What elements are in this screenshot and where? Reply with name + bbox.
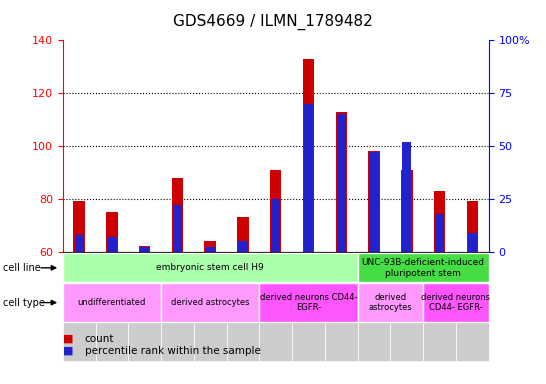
Text: GDS4669 / ILMN_1789482: GDS4669 / ILMN_1789482	[173, 13, 373, 30]
Text: UNC-93B-deficient-induced
pluripotent stem: UNC-93B-deficient-induced pluripotent st…	[361, 258, 485, 278]
Bar	[238, 217, 249, 252]
Text: ■: ■	[63, 334, 73, 344]
Bar	[435, 214, 444, 252]
Bar	[423, 252, 456, 361]
Bar	[139, 246, 151, 252]
Bar	[106, 212, 118, 252]
Bar	[171, 177, 183, 252]
Bar	[206, 247, 215, 252]
Bar	[358, 283, 423, 322]
Bar	[423, 283, 489, 322]
Bar	[259, 252, 292, 361]
Bar	[140, 247, 149, 252]
Bar	[456, 252, 489, 361]
Bar	[466, 201, 478, 252]
Bar	[128, 252, 161, 361]
Bar	[227, 252, 259, 361]
Bar	[302, 59, 314, 252]
Bar	[204, 241, 216, 252]
Text: derived astrocytes: derived astrocytes	[171, 298, 250, 307]
Bar	[73, 201, 85, 252]
Bar	[173, 205, 182, 252]
Bar	[96, 252, 128, 361]
Bar	[390, 252, 423, 361]
Text: derived neurons CD44-
EGFR-: derived neurons CD44- EGFR-	[260, 293, 357, 312]
Text: undifferentiated: undifferentiated	[78, 298, 146, 307]
Text: cell type: cell type	[3, 298, 45, 308]
Bar	[292, 252, 325, 361]
Bar	[468, 232, 477, 252]
Bar	[63, 252, 96, 361]
Bar	[337, 114, 346, 252]
Text: ■: ■	[63, 346, 73, 356]
Bar	[402, 142, 411, 252]
Bar	[270, 170, 282, 252]
Bar	[161, 283, 259, 322]
Bar	[358, 253, 489, 282]
Bar	[325, 252, 358, 361]
Bar	[194, 252, 227, 361]
Bar	[75, 235, 84, 252]
Text: count: count	[85, 334, 114, 344]
Bar	[271, 199, 280, 252]
Bar	[368, 151, 380, 252]
Bar	[108, 237, 116, 252]
Bar	[259, 283, 358, 322]
Bar	[161, 252, 194, 361]
Text: embryonic stem cell H9: embryonic stem cell H9	[156, 263, 264, 272]
Bar	[63, 253, 358, 282]
Text: derived
astrocytes: derived astrocytes	[369, 293, 412, 312]
Bar	[358, 252, 390, 361]
Bar	[370, 152, 378, 252]
Text: derived neurons
CD44- EGFR-: derived neurons CD44- EGFR-	[422, 293, 490, 312]
Bar	[335, 112, 347, 252]
Bar	[434, 191, 446, 252]
Bar	[239, 241, 247, 252]
Text: percentile rank within the sample: percentile rank within the sample	[85, 346, 260, 356]
Bar	[401, 170, 413, 252]
Bar	[63, 283, 161, 322]
Text: cell line: cell line	[3, 263, 40, 273]
Bar	[304, 104, 313, 252]
